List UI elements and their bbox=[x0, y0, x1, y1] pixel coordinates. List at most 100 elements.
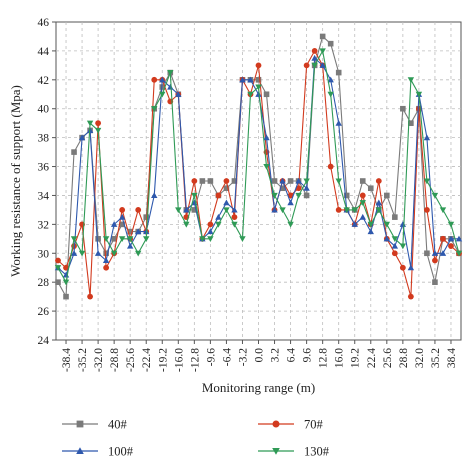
data-point bbox=[359, 192, 366, 199]
data-point bbox=[375, 207, 382, 214]
data-point bbox=[86, 120, 94, 127]
data-point bbox=[335, 119, 342, 126]
data-point bbox=[55, 257, 61, 264]
data-point bbox=[118, 213, 126, 220]
data-point bbox=[279, 185, 286, 192]
data-point bbox=[183, 221, 190, 228]
data-point bbox=[287, 178, 294, 184]
data-point bbox=[127, 228, 133, 235]
data-point bbox=[415, 91, 423, 98]
data-point bbox=[239, 76, 246, 83]
x-tick-label: -16.0 bbox=[173, 348, 185, 372]
legend-label: 130# bbox=[304, 445, 330, 459]
data-point bbox=[94, 127, 102, 134]
data-point bbox=[407, 77, 415, 84]
data-point bbox=[351, 207, 358, 214]
data-point bbox=[183, 206, 190, 213]
data-point bbox=[135, 228, 142, 235]
data-point bbox=[431, 192, 439, 199]
y-tick-label: 28 bbox=[38, 277, 50, 289]
data-point bbox=[119, 221, 125, 228]
data-point bbox=[271, 178, 278, 184]
data-point bbox=[255, 91, 262, 97]
data-point bbox=[94, 250, 102, 256]
data-point bbox=[151, 192, 158, 199]
data-point bbox=[199, 236, 206, 243]
data-point bbox=[215, 213, 222, 220]
data-point bbox=[303, 62, 310, 69]
data-point bbox=[207, 221, 214, 228]
data-point bbox=[375, 178, 382, 184]
data-point bbox=[126, 236, 134, 243]
data-point bbox=[103, 250, 109, 257]
data-point bbox=[359, 200, 366, 206]
data-point bbox=[335, 178, 342, 185]
data-point bbox=[263, 163, 270, 170]
data-point bbox=[207, 228, 214, 235]
data-point bbox=[327, 91, 334, 98]
data-point bbox=[359, 178, 366, 184]
x-tick-label: 22.4 bbox=[366, 348, 378, 368]
data-point bbox=[111, 236, 117, 242]
data-point bbox=[424, 250, 430, 257]
x-tick-label: -19.2 bbox=[157, 348, 169, 372]
data-point bbox=[215, 221, 222, 228]
data-point bbox=[367, 185, 374, 192]
x-axis-ticks: -38.4 -35.2 -32.0 -28.8 -25.6 -22.4 -19.2 -16.0… bbox=[61, 340, 458, 372]
x-tick-label: 16.0 bbox=[334, 348, 346, 368]
data-point bbox=[351, 221, 358, 227]
data-point bbox=[287, 199, 294, 206]
data-point bbox=[151, 106, 158, 112]
y-tick-label: 26 bbox=[38, 306, 50, 318]
y-tick-label: 30 bbox=[38, 248, 50, 260]
legend-marker bbox=[76, 447, 84, 455]
data-point bbox=[215, 192, 222, 199]
legend-marker bbox=[76, 420, 84, 428]
data-point bbox=[231, 206, 238, 213]
data-point bbox=[439, 207, 447, 214]
data-point bbox=[78, 134, 86, 141]
x-tick-label: 9.6 bbox=[302, 348, 314, 363]
data-point bbox=[391, 236, 399, 243]
data-point bbox=[135, 250, 142, 257]
x-tick-label: 3.2 bbox=[270, 348, 282, 363]
x-tick-label: 38.4 bbox=[446, 348, 458, 368]
data-point bbox=[384, 192, 390, 199]
data-point bbox=[287, 192, 294, 199]
legend-marker bbox=[272, 447, 280, 455]
data-point bbox=[263, 91, 270, 98]
data-point bbox=[110, 221, 118, 227]
data-point bbox=[255, 77, 262, 83]
data-point bbox=[311, 62, 318, 69]
x-tick-label: 25.6 bbox=[382, 348, 394, 368]
legend-marker bbox=[272, 420, 280, 428]
data-point bbox=[223, 199, 230, 206]
data-point bbox=[87, 293, 93, 300]
x-tick-label: 32.0 bbox=[414, 348, 426, 368]
data-point bbox=[118, 236, 126, 243]
data-point bbox=[311, 48, 318, 54]
data-point bbox=[71, 149, 77, 155]
data-point bbox=[407, 293, 414, 300]
data-point bbox=[327, 40, 334, 47]
data-point bbox=[143, 236, 150, 243]
data-point bbox=[367, 221, 374, 228]
data-point bbox=[311, 54, 318, 61]
data-point bbox=[391, 242, 399, 249]
legend-item: 40# bbox=[62, 418, 128, 432]
y-tick-label: 24 bbox=[38, 335, 50, 347]
data-point bbox=[392, 214, 398, 220]
legend-item: 100# bbox=[62, 445, 134, 459]
data-point bbox=[279, 177, 286, 184]
data-point bbox=[207, 178, 214, 184]
y-tick-label: 46 bbox=[38, 17, 50, 29]
data-point bbox=[199, 178, 206, 184]
data-point bbox=[408, 120, 414, 126]
data-point bbox=[126, 242, 134, 249]
legend-label: 70# bbox=[304, 418, 324, 432]
data-point bbox=[431, 250, 439, 256]
x-tick-label: -9.6 bbox=[205, 348, 217, 366]
data-point bbox=[440, 235, 446, 242]
legend-item: 130# bbox=[258, 445, 330, 459]
data-point bbox=[424, 207, 430, 213]
